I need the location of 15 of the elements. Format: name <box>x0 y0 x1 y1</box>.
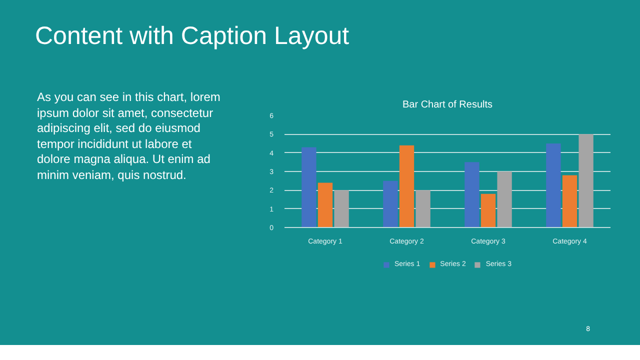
bar <box>399 145 414 228</box>
bar <box>546 144 561 228</box>
bar <box>562 175 578 228</box>
bar <box>497 172 512 228</box>
bar <box>480 194 496 228</box>
bar <box>416 190 430 228</box>
bar <box>302 147 316 228</box>
chart-title: Bar Chart of Results <box>402 100 493 110</box>
bar <box>578 134 594 228</box>
text: Content with Caption Layout <box>35 21 350 52</box>
text: As you can see in this chart, lorem ipsum dolor sit amet, consectetur adipiscing elit, sed do eiusmod tempor incididunt ut labore et dolore magna aliqua. Ut enim ad minim veniam, quis nostrud. <box>37 90 222 184</box>
bar <box>334 190 349 228</box>
bar <box>383 180 398 228</box>
bar <box>318 182 333 228</box>
bar <box>464 162 480 228</box>
